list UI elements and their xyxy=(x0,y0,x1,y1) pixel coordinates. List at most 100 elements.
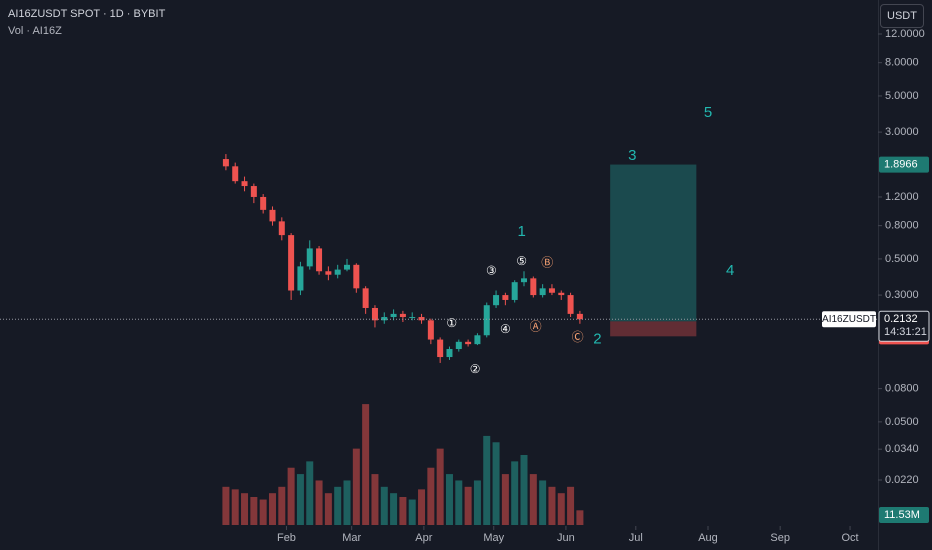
wave-label: 4 xyxy=(726,262,734,279)
candle-body xyxy=(437,339,444,358)
candle-body xyxy=(288,235,295,291)
candle-body xyxy=(269,209,276,222)
volume-tag-box xyxy=(879,507,929,523)
last-price-tag-box xyxy=(878,310,930,342)
volume-bar xyxy=(445,474,453,525)
y-tick-label: 0.8000 xyxy=(885,220,919,232)
candle-body xyxy=(316,248,323,272)
candle-body xyxy=(558,292,565,296)
candle-body xyxy=(390,313,397,318)
last-price-tag: 0.2132 xyxy=(884,313,918,325)
candle-body xyxy=(548,288,555,293)
x-tick-label: May xyxy=(483,532,504,544)
volume-bar xyxy=(334,486,342,525)
candle-body xyxy=(409,317,416,319)
volume-bar xyxy=(548,486,556,525)
volume-bar xyxy=(222,486,230,525)
y-tick-label: 1.2000 xyxy=(885,191,919,203)
wave-label: ⑤ xyxy=(516,254,527,268)
price-axis-border xyxy=(878,0,879,550)
candle-body xyxy=(483,305,490,336)
candle-body xyxy=(576,313,583,320)
volume-bar xyxy=(268,493,276,525)
y-tick-label: 8.0000 xyxy=(885,57,919,69)
volume-bar xyxy=(362,404,370,525)
wave-label: 1 xyxy=(518,223,526,240)
candle-body xyxy=(539,288,546,296)
y-tick-label: 0.0800 xyxy=(885,383,919,395)
wave-label: ④ xyxy=(500,322,511,336)
volume-bar xyxy=(250,497,258,525)
volume-bar xyxy=(390,493,398,525)
candle-body xyxy=(521,278,528,283)
y-tick-label: 0.5000 xyxy=(885,253,919,265)
volume-tag: 11.53M xyxy=(884,509,920,521)
wave-label: ③ xyxy=(486,263,497,277)
target-price-tag: 1.8966 xyxy=(884,158,918,170)
volume-bar xyxy=(557,493,565,525)
volume-bar xyxy=(306,461,314,525)
y-tick-label: 12.0000 xyxy=(885,28,925,40)
candle-body xyxy=(381,317,388,321)
x-tick-label: Aug xyxy=(698,532,718,544)
candle-body xyxy=(427,320,434,340)
volume-bar xyxy=(511,461,519,525)
x-tick-label: Mar xyxy=(342,532,361,544)
volume-bar xyxy=(315,480,323,525)
volume-bar xyxy=(352,448,360,525)
volume-bar xyxy=(380,486,388,525)
volume-bar xyxy=(464,486,472,525)
candle-body xyxy=(455,341,462,350)
symbol-title: AI16ZUSDT SPOT · 1D · BYBIT xyxy=(8,8,166,20)
target-price-tag-box xyxy=(879,156,929,173)
wave-label: 2 xyxy=(593,331,601,348)
volume-bar xyxy=(567,486,575,525)
wave-label: 3 xyxy=(628,147,636,164)
y-tick-label: 3.0000 xyxy=(885,126,919,138)
volume-bar xyxy=(231,489,239,525)
currency-button[interactable]: USDT xyxy=(880,4,924,28)
volume-title: Vol · AI16Z xyxy=(8,25,62,37)
candle-body xyxy=(325,271,332,275)
countdown: 14:31:21 xyxy=(884,326,927,338)
candle-body xyxy=(530,278,537,296)
candle-body xyxy=(465,341,472,345)
candle-body xyxy=(353,264,360,289)
volume-bar xyxy=(427,467,435,525)
candle-body xyxy=(334,269,341,275)
candle-body xyxy=(362,288,369,308)
position-stop-zone xyxy=(610,321,697,337)
candle-body xyxy=(446,349,453,358)
candle-body xyxy=(260,196,267,210)
volume-bar xyxy=(324,493,332,525)
candle-body xyxy=(241,181,248,187)
x-tick-label: Jun xyxy=(557,532,575,544)
candle-body xyxy=(222,159,229,167)
volume-bar xyxy=(436,448,444,525)
y-tick-label: 0.0220 xyxy=(885,474,919,486)
candle-body xyxy=(474,335,481,345)
wave-label: ② xyxy=(470,362,481,376)
volume-bar xyxy=(241,493,249,525)
x-tick-label: Apr xyxy=(415,532,432,544)
volume-bar xyxy=(529,474,537,525)
volume-bar xyxy=(501,474,509,525)
y-tick-label: 0.0340 xyxy=(885,443,919,455)
volume-bar xyxy=(287,467,295,525)
volume-bar xyxy=(278,486,286,525)
wave-label: Ⓒ xyxy=(572,330,584,344)
candle-body xyxy=(511,282,518,300)
candle-body xyxy=(344,264,351,270)
x-tick-label: Sep xyxy=(770,532,790,544)
x-tick-label: Oct xyxy=(841,532,858,544)
candle-body xyxy=(278,221,285,236)
volume-bar xyxy=(408,499,416,525)
position-target-zone xyxy=(610,164,697,322)
volume-bar xyxy=(399,497,407,525)
x-tick-label: Feb xyxy=(277,532,296,544)
symbol-tag: AI16ZUSDT xyxy=(822,314,876,325)
y-tick-label: 0.3000 xyxy=(885,289,919,301)
volume-bar xyxy=(539,480,547,525)
